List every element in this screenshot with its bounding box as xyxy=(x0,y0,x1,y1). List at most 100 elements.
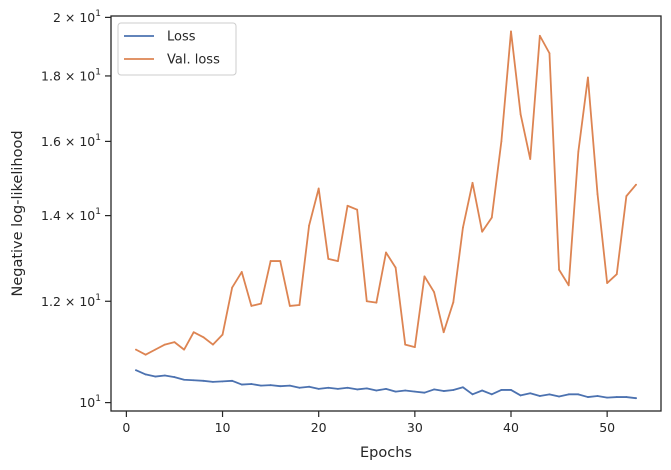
y-tick-label: 101 xyxy=(79,394,101,410)
data-point-val-loss xyxy=(135,348,137,351)
data-point-val-loss xyxy=(288,305,291,307)
x-tick-label: 40 xyxy=(503,420,519,435)
data-point-loss xyxy=(625,396,628,398)
data-point-loss xyxy=(308,385,310,388)
data-point-loss xyxy=(356,388,359,391)
x-tick-label: 30 xyxy=(407,420,423,435)
data-point-loss xyxy=(173,376,176,378)
data-point-loss xyxy=(365,387,368,390)
data-point-val-loss xyxy=(567,284,570,287)
data-point-val-loss xyxy=(317,187,320,190)
data-point-val-loss xyxy=(548,52,551,55)
data-point-val-loss xyxy=(510,30,512,33)
data-point-loss xyxy=(279,385,282,388)
plot-frame xyxy=(110,15,662,412)
data-point-val-loss xyxy=(635,183,637,186)
data-point-loss xyxy=(394,390,397,393)
data-point-loss xyxy=(558,395,560,398)
data-point-loss xyxy=(615,396,618,398)
data-point-val-loss xyxy=(433,291,435,293)
data-point-val-loss xyxy=(279,260,282,262)
data-point-loss xyxy=(510,389,512,391)
data-point-val-loss xyxy=(231,286,234,289)
y-tick-label: 1.4 × 101 xyxy=(41,207,101,223)
data-point-val-loss xyxy=(519,113,522,116)
data-point-loss xyxy=(529,392,532,395)
data-point-loss xyxy=(452,389,455,391)
x-tick-label: 0 xyxy=(122,420,130,435)
x-tick-label: 20 xyxy=(311,420,327,435)
data-point-val-loss xyxy=(298,304,301,306)
x-axis-label: Epochs xyxy=(360,445,412,461)
data-point-val-loss xyxy=(529,158,532,160)
data-point-val-loss xyxy=(356,208,359,211)
data-point-val-loss xyxy=(375,301,378,304)
data-point-loss xyxy=(500,389,503,391)
y-tick-label: 1.8 × 101 xyxy=(41,67,101,83)
x-axis-ticks: 0 10 20 30 40 50 xyxy=(122,411,615,435)
data-point-loss xyxy=(423,391,426,394)
data-point-val-loss xyxy=(269,260,272,262)
data-point-loss xyxy=(202,379,205,382)
data-point-val-loss xyxy=(413,346,416,349)
data-point-val-loss xyxy=(538,34,541,37)
data-point-val-loss xyxy=(423,275,426,278)
data-point-loss xyxy=(433,388,435,391)
data-point-val-loss xyxy=(183,348,185,351)
legend-label-val-loss: Val. loss xyxy=(167,53,220,68)
data-point-val-loss xyxy=(596,193,599,196)
data-point-val-loss xyxy=(442,331,445,334)
data-point-loss xyxy=(385,387,387,390)
data-point-loss xyxy=(577,393,580,396)
data-point-val-loss xyxy=(365,300,368,303)
data-point-loss xyxy=(135,369,137,372)
data-point-loss xyxy=(192,379,195,382)
data-point-val-loss xyxy=(250,305,253,307)
data-point-loss xyxy=(413,390,416,393)
y-tick-label: 1.6 × 101 xyxy=(41,133,101,149)
data-point-loss xyxy=(221,380,224,383)
series-layer xyxy=(135,30,637,400)
data-point-loss xyxy=(346,386,349,389)
data-point-val-loss xyxy=(221,333,224,336)
data-point-val-loss xyxy=(587,76,589,79)
data-point-loss xyxy=(288,384,291,387)
data-point-val-loss xyxy=(346,204,349,207)
data-point-loss xyxy=(538,395,541,397)
data-point-loss xyxy=(462,386,464,389)
data-point-loss xyxy=(231,379,234,382)
data-point-loss xyxy=(144,373,147,376)
data-point-val-loss xyxy=(394,266,397,269)
data-point-val-loss xyxy=(173,341,176,344)
data-point-loss xyxy=(490,393,493,396)
legend: Loss Val. loss xyxy=(117,22,237,76)
data-point-val-loss xyxy=(327,258,330,260)
series-points-loss xyxy=(135,369,637,400)
data-point-loss xyxy=(317,387,320,390)
data-point-val-loss xyxy=(462,226,464,229)
data-point-val-loss xyxy=(192,331,195,334)
y-axis-ticks: 101 1.2 × 101 1.4 × 101 1.6 × 101 1.8 × 101 2… xyxy=(41,9,111,410)
data-point-loss xyxy=(404,389,407,392)
data-point-loss xyxy=(260,384,262,387)
data-point-val-loss xyxy=(452,301,455,304)
data-point-loss xyxy=(163,374,166,377)
data-point-loss xyxy=(442,390,445,392)
data-point-val-loss xyxy=(404,343,407,346)
data-point-val-loss xyxy=(577,151,580,153)
data-point-val-loss xyxy=(212,343,214,346)
legend-label-loss: Loss xyxy=(167,30,196,45)
data-point-val-loss xyxy=(163,343,166,346)
data-point-loss xyxy=(587,396,589,398)
data-point-loss xyxy=(269,384,272,386)
data-point-val-loss xyxy=(308,224,310,227)
data-point-loss xyxy=(250,383,253,385)
data-point-val-loss xyxy=(625,195,628,198)
series-points-val-loss xyxy=(135,30,637,356)
data-point-loss xyxy=(240,383,243,386)
data-point-val-loss xyxy=(202,336,205,339)
data-point-val-loss xyxy=(144,353,147,356)
data-point-loss xyxy=(154,375,157,378)
